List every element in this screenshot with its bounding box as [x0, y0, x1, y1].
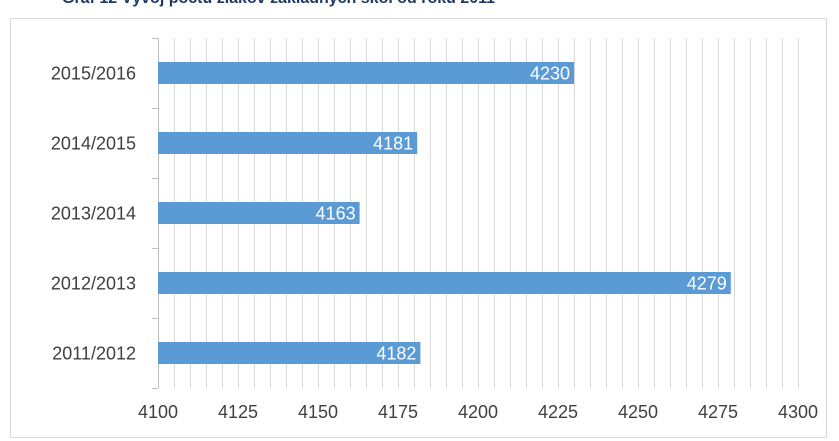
labels: 4100 4125 4150 4175 4200 4225 4250 4275 4300 4182…	[51, 64, 818, 423]
category-label: 2012/2013	[51, 274, 136, 294]
category-axis	[152, 38, 159, 389]
category-label: 2014/2015	[51, 134, 136, 154]
bar	[158, 62, 574, 84]
bar	[158, 202, 360, 224]
x-tick-label: 4250	[618, 402, 658, 422]
bars	[158, 62, 731, 364]
chart-frame	[10, 18, 827, 438]
x-tick-label: 4175	[378, 402, 418, 422]
bar-value-label: 4230	[530, 64, 570, 84]
category-label: 2013/2014	[51, 204, 136, 224]
chart-caption: Graf 12 Vývoj počtu žiakov základných šk…	[62, 0, 495, 9]
x-tick-label: 4150	[298, 402, 338, 422]
bar-value-label: 4182	[376, 344, 416, 364]
bar	[158, 272, 731, 294]
category-label: 2015/2016	[51, 64, 136, 84]
x-tick-label: 4275	[698, 402, 738, 422]
bar-value-label: 4181	[373, 134, 413, 154]
x-tick-label: 4300	[778, 402, 818, 422]
bar	[158, 342, 421, 364]
x-tick-label: 4100	[138, 402, 178, 422]
category-label: 2011/2012	[52, 344, 136, 364]
bar-value-label: 4279	[687, 274, 727, 294]
x-tick-label: 4225	[538, 402, 578, 422]
x-tick-label: 4125	[218, 402, 258, 422]
x-tick-label: 4200	[458, 402, 498, 422]
bar-value-label: 4163	[316, 204, 356, 224]
bar	[158, 132, 418, 154]
